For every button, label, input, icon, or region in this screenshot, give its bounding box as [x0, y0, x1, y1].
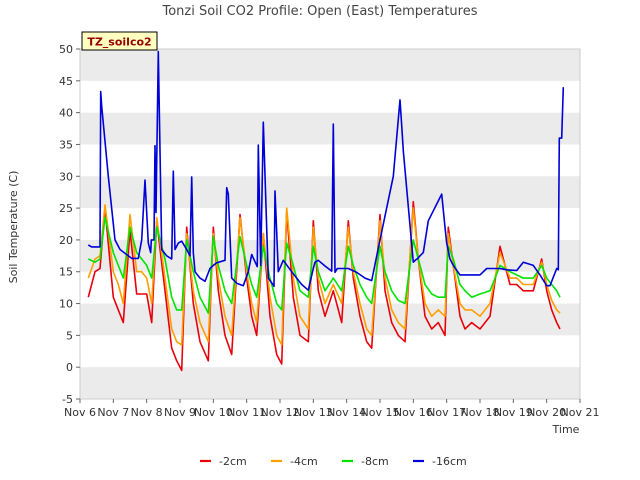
- x-tick-label: Nov 21: [561, 406, 600, 419]
- x-tick-label: Nov 9: [164, 406, 196, 419]
- series-lines: [87, 50, 565, 372]
- x-tick-label: Nov 12: [261, 406, 300, 419]
- y-tick-label: 0: [66, 361, 73, 374]
- x-tick-label: Nov 8: [131, 406, 163, 419]
- x-tick-label: Nov 18: [461, 406, 500, 419]
- y-axis-label: Soil Temperature (C): [7, 171, 20, 284]
- series-line-2cmcm: [87, 200, 561, 372]
- site-label: TZ_soilco2: [87, 36, 151, 49]
- chart-title: Tonzi Soil CO2 Profile: Open (East) Temp…: [161, 4, 477, 19]
- legend-label: -4cm: [290, 455, 318, 468]
- grid-bands: [80, 49, 580, 399]
- y-tick-label: 30: [59, 170, 73, 183]
- grid-band: [80, 49, 580, 81]
- x-tick-label: Nov 10: [194, 406, 233, 419]
- y-tick-label: 20: [59, 234, 73, 247]
- x-axis-label: Time: [552, 423, 580, 436]
- y-axis: -5 0 5 10 15 20 25 30 35 40 45 50: [59, 43, 80, 406]
- y-tick-label: -5: [62, 393, 73, 406]
- y-tick-label: 50: [59, 43, 73, 56]
- y-tick-label: 45: [59, 75, 73, 88]
- x-tick-label: Nov 6: [64, 406, 96, 419]
- x-tick-label: Nov 7: [97, 406, 129, 419]
- series-line-16cmcm: [87, 50, 565, 292]
- x-tick-label: Nov 17: [427, 406, 466, 419]
- plot-area: [79, 48, 581, 400]
- y-tick-label: 35: [59, 138, 73, 151]
- y-tick-label: 15: [59, 266, 73, 279]
- grid-band: [80, 176, 580, 209]
- legend: -2cm -4cm -8cm -16cm: [200, 455, 467, 468]
- legend-label: -8cm: [361, 455, 389, 468]
- x-tick-label: Nov 14: [327, 406, 366, 419]
- y-tick-label: 5: [66, 329, 73, 342]
- grid-band: [80, 303, 580, 336]
- legend-label: -16cm: [432, 455, 467, 468]
- y-tick-label: 25: [59, 202, 73, 215]
- y-tick-label: 10: [59, 298, 73, 311]
- series-line-8cmcm: [87, 216, 561, 314]
- legend-label: -2cm: [219, 455, 247, 468]
- x-tick-label: Nov 13: [294, 406, 333, 419]
- y-tick-label: 40: [59, 107, 73, 120]
- x-tick-label: Nov 20: [527, 406, 566, 419]
- x-tick-label: Nov 16: [394, 406, 433, 419]
- site-label-box: TZ_soilco2: [81, 31, 158, 51]
- grid-band: [80, 112, 580, 145]
- x-tick-label: Nov 11: [227, 406, 266, 419]
- grid-band: [80, 367, 580, 399]
- x-tick-label: Nov 19: [494, 406, 533, 419]
- x-tick-label: Nov 15: [361, 406, 400, 419]
